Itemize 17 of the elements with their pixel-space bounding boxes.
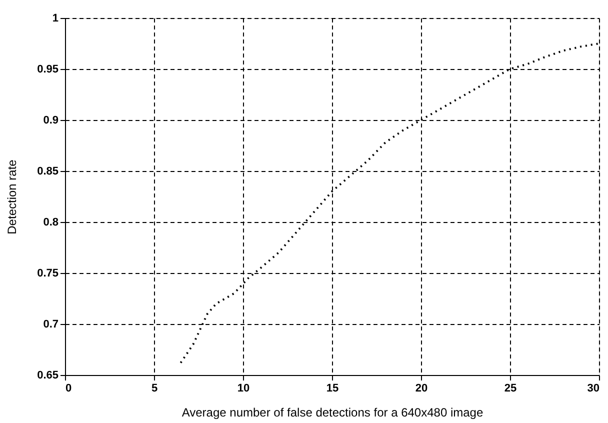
y-tick-label: 0.65 <box>37 370 58 382</box>
y-tick-label: 0.7 <box>43 318 58 330</box>
x-tick-label: 25 <box>504 382 517 394</box>
x-tick-label: 5 <box>151 382 158 394</box>
x-tick-label: 30 <box>587 382 600 394</box>
y-tick-label: 0.9 <box>43 114 58 126</box>
x-tick-label: 10 <box>237 382 250 394</box>
y-axis-title: Detection rate <box>5 159 20 234</box>
y-tick-label: 0.75 <box>37 268 58 280</box>
y-tick-label: 0.85 <box>37 166 58 178</box>
y-tick-label: 0.95 <box>37 64 58 76</box>
y-tick-label: 1 <box>52 12 58 24</box>
x-axis-title: Average number of false detections for a 640x480 image <box>182 406 484 420</box>
y-tick-label: 0.8 <box>43 216 58 228</box>
x-tick-label: 15 <box>326 382 339 394</box>
x-tick-label: 0 <box>66 382 72 394</box>
x-tick-label: 20 <box>415 382 428 394</box>
